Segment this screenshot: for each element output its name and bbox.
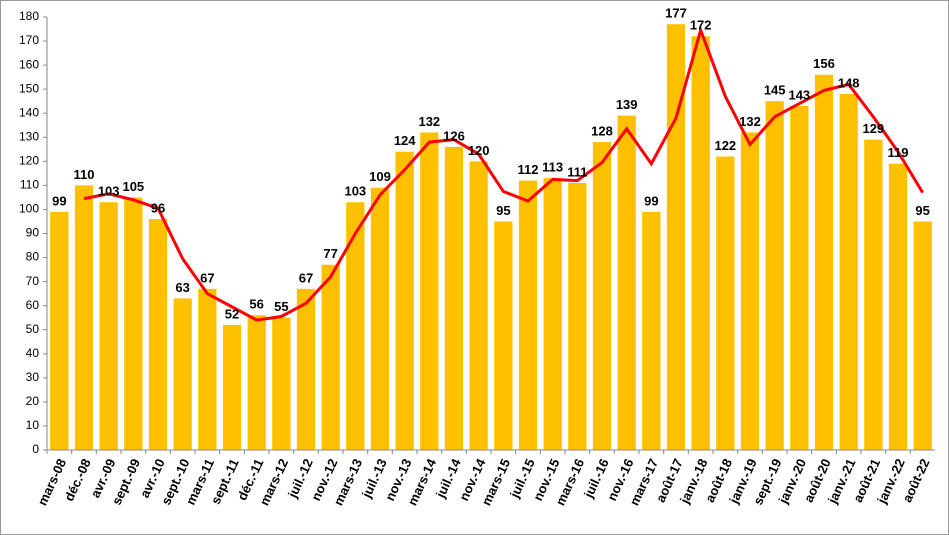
y-tick-label: 140 bbox=[19, 105, 39, 119]
bar bbox=[50, 211, 69, 450]
value-label: 111 bbox=[567, 164, 587, 179]
bar bbox=[222, 324, 242, 450]
bar bbox=[543, 178, 562, 450]
value-label: 96 bbox=[151, 201, 165, 216]
value-label: 103 bbox=[98, 184, 120, 199]
bar bbox=[420, 132, 439, 450]
bar bbox=[469, 161, 488, 451]
bar bbox=[913, 221, 932, 450]
value-label: 55 bbox=[274, 299, 288, 314]
bar bbox=[395, 151, 414, 450]
bar bbox=[124, 197, 143, 450]
value-label: 105 bbox=[122, 179, 144, 194]
value-label: 67 bbox=[200, 270, 214, 285]
bar bbox=[740, 132, 760, 450]
value-label: 129 bbox=[862, 121, 884, 136]
bar bbox=[494, 221, 513, 450]
bar bbox=[99, 202, 118, 450]
bar bbox=[864, 139, 883, 450]
bar bbox=[839, 93, 858, 450]
value-label: 110 bbox=[74, 167, 95, 182]
value-label: 177 bbox=[665, 6, 687, 21]
value-label: 132 bbox=[418, 114, 440, 129]
y-tick-label: 70 bbox=[26, 274, 40, 288]
y-tick-label: 0 bbox=[32, 442, 39, 456]
bar bbox=[444, 146, 464, 450]
bar bbox=[518, 180, 538, 451]
bar bbox=[148, 219, 168, 450]
bar bbox=[198, 288, 217, 450]
value-label: 103 bbox=[344, 184, 366, 199]
value-label: 77 bbox=[323, 246, 337, 261]
value-label: 112 bbox=[518, 162, 539, 177]
value-label: 56 bbox=[249, 297, 263, 312]
value-label: 63 bbox=[175, 280, 189, 295]
value-label: 148 bbox=[838, 75, 860, 90]
value-label: 126 bbox=[443, 128, 465, 143]
value-label: 143 bbox=[788, 87, 810, 102]
value-label: 120 bbox=[468, 143, 490, 158]
value-label: 156 bbox=[813, 56, 835, 71]
bar bbox=[370, 187, 390, 451]
value-label: 113 bbox=[542, 160, 563, 175]
bar bbox=[568, 182, 587, 450]
y-tick-label: 30 bbox=[26, 370, 40, 384]
y-tick-label: 180 bbox=[19, 9, 39, 23]
bar bbox=[272, 317, 291, 450]
bar bbox=[321, 264, 340, 450]
value-label: 128 bbox=[591, 124, 613, 139]
bar bbox=[716, 156, 735, 450]
y-tick-label: 20 bbox=[26, 394, 40, 408]
bar bbox=[765, 101, 784, 450]
y-tick-label: 50 bbox=[26, 322, 40, 336]
value-label: 67 bbox=[299, 270, 313, 285]
bar bbox=[617, 115, 636, 450]
bar bbox=[74, 185, 94, 450]
y-tick-label: 80 bbox=[26, 250, 40, 264]
bar bbox=[888, 163, 908, 450]
y-tick-label: 160 bbox=[19, 57, 39, 71]
bar bbox=[814, 74, 834, 450]
value-label: 109 bbox=[369, 169, 391, 184]
value-label: 52 bbox=[225, 306, 239, 321]
bar bbox=[642, 211, 661, 450]
bar bbox=[666, 24, 686, 450]
value-label: 145 bbox=[764, 83, 786, 98]
value-label: 139 bbox=[616, 97, 638, 112]
value-label: 119 bbox=[888, 145, 909, 160]
value-label: 99 bbox=[644, 193, 658, 208]
value-label: 95 bbox=[496, 203, 510, 218]
y-tick-label: 130 bbox=[19, 129, 39, 143]
trend-line bbox=[83, 25, 924, 322]
value-label: 99 bbox=[52, 193, 66, 208]
bar bbox=[296, 288, 316, 450]
y-tick-label: 150 bbox=[19, 81, 39, 95]
bar bbox=[247, 315, 266, 450]
y-tick-label: 100 bbox=[19, 202, 39, 216]
y-tick-label: 90 bbox=[26, 226, 40, 240]
y-tick-label: 40 bbox=[26, 346, 40, 360]
y-tick-label: 110 bbox=[20, 178, 39, 192]
bar bbox=[592, 142, 612, 451]
bar bbox=[173, 298, 192, 450]
bar bbox=[691, 36, 710, 450]
value-label: 95 bbox=[915, 203, 929, 218]
y-tick-label: 10 bbox=[26, 418, 40, 432]
bar bbox=[346, 202, 365, 450]
y-tick-label: 120 bbox=[19, 154, 39, 168]
y-tick-label: 170 bbox=[19, 33, 39, 47]
value-label: 124 bbox=[394, 133, 416, 148]
value-label: 172 bbox=[690, 18, 712, 33]
y-tick-label: 60 bbox=[26, 298, 40, 312]
value-label: 122 bbox=[714, 138, 736, 153]
bar bbox=[790, 106, 809, 450]
value-label: 132 bbox=[739, 114, 761, 129]
